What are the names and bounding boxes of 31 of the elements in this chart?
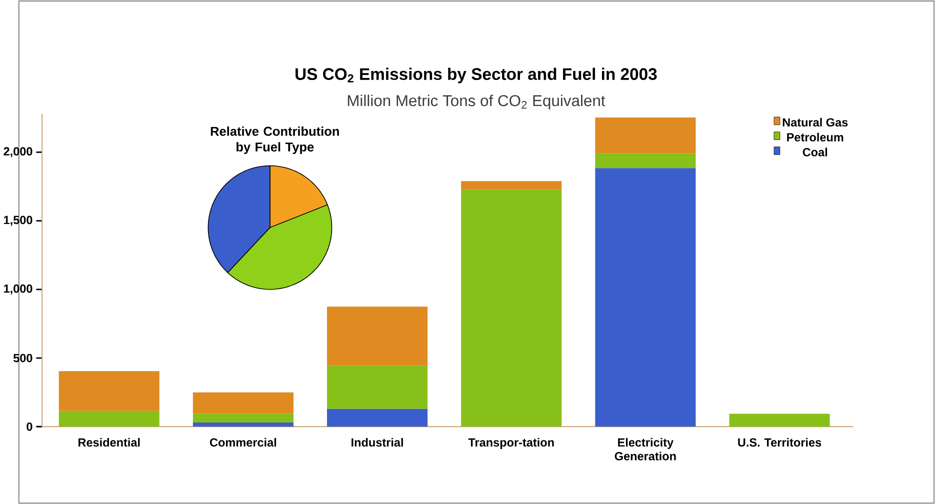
x-tick-label: Residential <box>78 438 140 447</box>
legend-label: Coal <box>802 148 828 156</box>
y-tick-label: 2,000 <box>4 147 32 158</box>
y-tick-label: 1,500 <box>4 216 32 226</box>
y-tick-label: 0 <box>26 422 32 431</box>
bar <box>461 181 562 190</box>
bar <box>192 392 294 414</box>
y-tick-label: 500 <box>13 354 32 362</box>
bar <box>326 306 428 366</box>
x-tick-label: U.S. Territories <box>738 438 822 447</box>
bar <box>461 189 562 427</box>
bar <box>595 168 696 427</box>
bar <box>192 414 294 422</box>
x-tick-label: Commercial <box>210 438 276 447</box>
x-tick-label: Electricity Generation <box>614 438 676 460</box>
x-tick-label: Industrial <box>352 438 403 447</box>
x-tick-label: Transpor-tation <box>468 438 554 449</box>
bar <box>326 408 428 427</box>
bar <box>58 410 160 427</box>
chart-title: US CO$_{2}$ Emissions by Sector and Fuel in 2003 <box>296 68 657 84</box>
y-tick-label: 1,000 <box>4 284 32 294</box>
bar <box>58 371 160 411</box>
bar <box>595 117 696 154</box>
legend-label: Natural Gas <box>782 118 848 126</box>
bar <box>729 414 830 427</box>
bar <box>595 153 696 168</box>
bar <box>326 366 428 409</box>
bar <box>192 422 294 427</box>
chart-title: Relative Contribution by Fuel Type <box>210 126 339 154</box>
legend-label: Petroleum <box>787 132 844 142</box>
chart-subtitle: Million Metric Tons of CO$_{2}$ Equivalent <box>348 94 606 110</box>
